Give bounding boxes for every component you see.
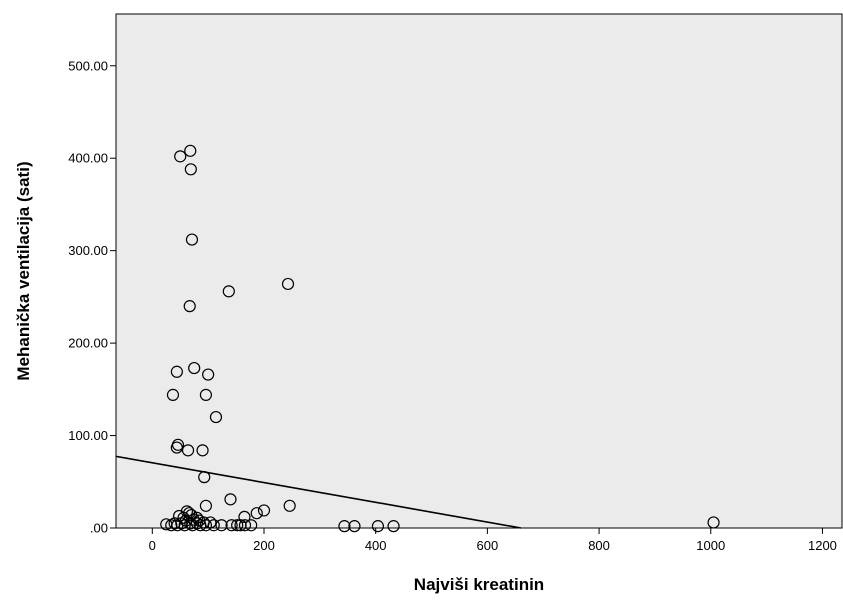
x-tick-label: 800 bbox=[588, 538, 610, 553]
y-tick-label: 500.00 bbox=[68, 58, 108, 73]
x-tick-label: 0 bbox=[149, 538, 156, 553]
data-point bbox=[188, 361, 201, 375]
y-axis: .00 100.00 200.00 300.00 400.00 500.00 bbox=[68, 58, 116, 536]
data-point bbox=[170, 365, 183, 378]
y-tick-label: 200.00 bbox=[68, 336, 108, 351]
x-axis: 0 200 400 600 800 1000 1200 bbox=[149, 528, 837, 553]
data-point bbox=[281, 277, 295, 291]
x-tick-label: 600 bbox=[477, 538, 499, 553]
data-point bbox=[238, 510, 251, 524]
data-point bbox=[199, 519, 213, 532]
data-point bbox=[171, 519, 184, 532]
data-point bbox=[199, 388, 213, 401]
y-tick-label: 400.00 bbox=[68, 151, 108, 166]
plot-area bbox=[115, 13, 843, 529]
data-point bbox=[225, 519, 238, 532]
data-point bbox=[231, 519, 244, 532]
data-point bbox=[184, 517, 197, 530]
data-point bbox=[186, 519, 199, 532]
data-point bbox=[184, 163, 197, 176]
data-point bbox=[170, 441, 183, 454]
data-point bbox=[215, 519, 228, 532]
data-point bbox=[209, 410, 223, 424]
data-point bbox=[166, 388, 180, 401]
data-point bbox=[257, 504, 271, 517]
data-point bbox=[174, 150, 187, 163]
data-point bbox=[196, 444, 209, 457]
data-point bbox=[183, 300, 196, 313]
data-point bbox=[245, 519, 258, 532]
data-point bbox=[184, 144, 197, 157]
data-point bbox=[185, 233, 199, 246]
x-tick-label: 200 bbox=[253, 538, 275, 553]
y-tick-label: 100.00 bbox=[68, 428, 108, 443]
data-point bbox=[181, 444, 195, 457]
data-point bbox=[338, 520, 351, 533]
data-point bbox=[199, 499, 213, 512]
data-point bbox=[283, 499, 296, 512]
data-point bbox=[198, 471, 211, 484]
y-axis-title: Mehanička ventilacija (sati) bbox=[14, 161, 33, 380]
fit-line bbox=[115, 455, 522, 529]
data-point bbox=[238, 519, 252, 532]
data-point bbox=[387, 520, 400, 533]
data-points bbox=[160, 144, 720, 533]
data-point bbox=[250, 507, 263, 520]
y-tick-label: 300.00 bbox=[68, 243, 108, 258]
data-point bbox=[202, 368, 215, 381]
data-point bbox=[348, 520, 361, 533]
data-point bbox=[165, 519, 178, 532]
x-tick-label: 400 bbox=[365, 538, 387, 553]
y-tick-label: .00 bbox=[90, 521, 108, 536]
x-tick-label: 1200 bbox=[808, 538, 837, 553]
x-axis-title: Najviši kreatinin bbox=[414, 575, 544, 594]
data-point bbox=[222, 285, 235, 298]
data-point bbox=[224, 493, 237, 506]
x-tick-label: 1000 bbox=[696, 538, 725, 553]
data-point bbox=[194, 519, 207, 532]
data-point bbox=[207, 519, 220, 532]
data-point bbox=[707, 516, 720, 529]
data-point bbox=[178, 519, 191, 532]
data-point bbox=[371, 520, 385, 533]
